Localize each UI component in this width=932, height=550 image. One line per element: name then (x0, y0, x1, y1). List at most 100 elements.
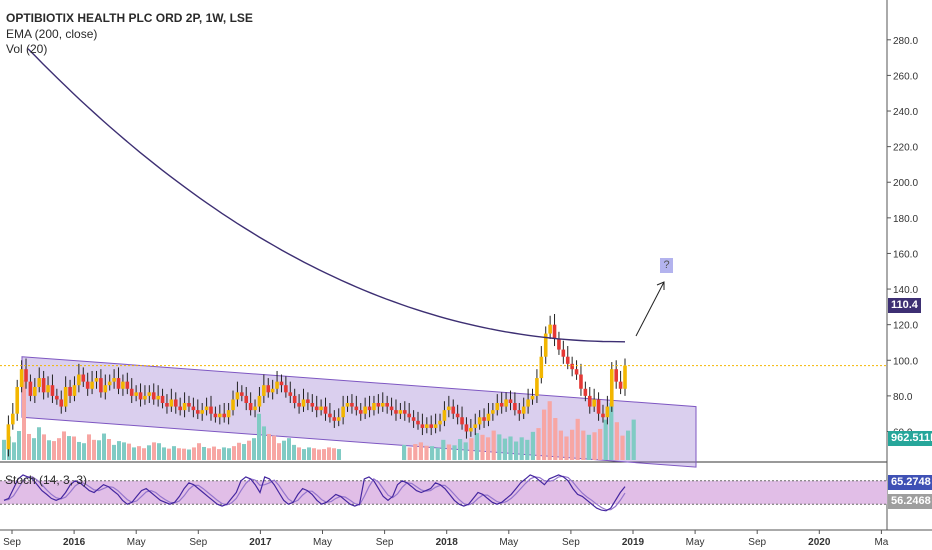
y-tick-label: 120.0 (893, 321, 918, 332)
candle-body (385, 403, 389, 407)
volume-bar (469, 438, 474, 460)
candle-body (226, 410, 231, 418)
stoch-d-line (3, 475, 626, 511)
volume-bar (97, 440, 101, 460)
volume-bar (247, 440, 251, 460)
candle-body (46, 385, 50, 393)
volume-bar (162, 447, 166, 460)
candle-body (200, 410, 204, 414)
y-tick-label: 240.0 (893, 107, 918, 118)
volume-bar (282, 440, 286, 460)
candle-body (81, 374, 86, 382)
volume-bar (603, 419, 608, 460)
projection-arrow-head (656, 281, 665, 290)
candle-body (499, 403, 504, 407)
candle-body (94, 378, 99, 382)
candle-body (28, 381, 33, 396)
candle-body (583, 388, 588, 396)
volume-bar (553, 418, 558, 460)
volume-bar (92, 439, 96, 460)
volume-legend[interactable]: Vol (20) (6, 42, 48, 56)
volume-bar (42, 434, 46, 460)
candle-body (557, 338, 561, 350)
volume-bar (202, 446, 206, 460)
candle-body (24, 369, 28, 382)
volume-bar (112, 444, 116, 460)
candle-body (72, 385, 77, 396)
candle-body (579, 374, 583, 389)
candle-body (33, 386, 37, 396)
candle-body (425, 424, 429, 428)
volume-bar (277, 443, 281, 460)
volume-bar (147, 445, 151, 460)
volume-bar (107, 439, 111, 460)
stochastic-pane (0, 474, 887, 512)
candle-body (134, 392, 138, 396)
x-tick-label: Sep (3, 537, 21, 548)
volume-bar (217, 449, 221, 460)
candle-body (332, 417, 337, 421)
candle-body (565, 356, 570, 364)
volume-bar (227, 448, 231, 460)
candle-body (116, 378, 121, 389)
time-axis: Sep 2016 May Sep 2017 May Sep 2018 May Sep 2019 May… (3, 530, 889, 548)
x-tick-label: Sep (748, 537, 766, 548)
price-axis: 60.080.0100.0120.0140.0160.0180.0200.022… (887, 36, 918, 438)
volume-bar (332, 448, 336, 460)
volume-bar (407, 447, 412, 460)
volume-bar (327, 447, 331, 460)
volume-bar (474, 433, 479, 460)
ema-legend[interactable]: EMA (200, close) (6, 27, 98, 41)
candle-body (160, 395, 165, 404)
candle-body (552, 324, 557, 339)
volume-bar (142, 448, 146, 460)
candle-body (482, 417, 486, 421)
candle-body (191, 406, 196, 411)
volume-bar (542, 409, 547, 460)
volume-bar (262, 426, 266, 460)
volume-bar (52, 441, 56, 460)
candle-body (63, 386, 68, 407)
candle-body (429, 424, 434, 428)
stoch-legend[interactable]: Stoch (14, 3, 3) (5, 473, 88, 487)
candle-body (248, 403, 253, 411)
candle-body (182, 403, 187, 411)
volume-bar (614, 422, 619, 460)
candle-body (464, 424, 469, 432)
candle-body (394, 410, 398, 414)
volume-bar (514, 441, 519, 460)
volume-bar (435, 447, 440, 460)
candle-body (605, 406, 610, 418)
volume-bar (32, 438, 36, 460)
candle-body (587, 395, 592, 407)
volume-bar (322, 449, 326, 460)
volume-bar (317, 449, 321, 460)
candle-body (535, 378, 539, 396)
volume-bar (232, 446, 236, 460)
volume-bar (72, 436, 76, 460)
volume-bar (530, 431, 535, 460)
candle-body (469, 427, 473, 432)
candle-body (301, 399, 306, 407)
candle-body (55, 395, 59, 400)
stoch-band-fill (0, 480, 887, 505)
candle-body (222, 413, 227, 418)
candle-body (460, 417, 464, 425)
candle-body (11, 413, 15, 425)
question-annotation[interactable]: ? (660, 258, 673, 273)
candle-body (570, 363, 574, 370)
candle-body (107, 381, 112, 386)
candle-body (19, 369, 24, 387)
volume-bar (292, 444, 296, 460)
candle-body (292, 395, 297, 404)
candle-body (451, 406, 456, 414)
volume-bar (177, 448, 181, 460)
volume-bar (37, 427, 41, 460)
volume-bar (27, 433, 31, 460)
candle-body (354, 406, 359, 411)
volume-bar (547, 401, 552, 460)
volume-bar (463, 442, 468, 460)
candle-body (402, 410, 407, 414)
volume-bar (458, 439, 463, 460)
